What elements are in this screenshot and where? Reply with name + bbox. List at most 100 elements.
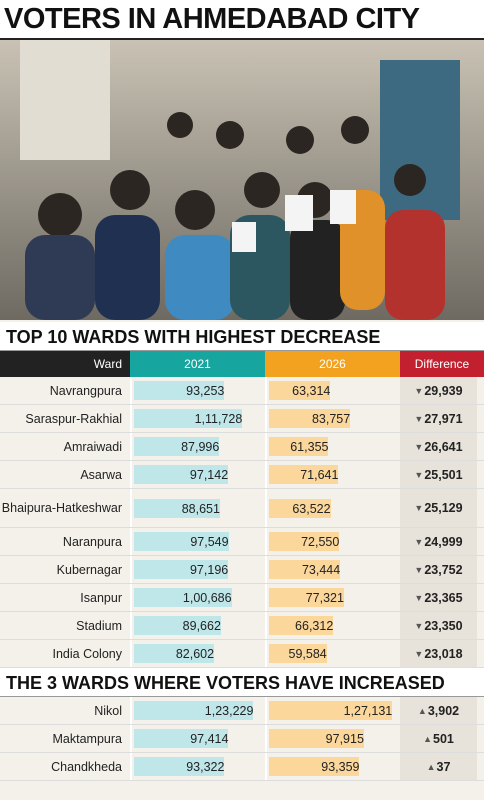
value-bar bbox=[134, 588, 232, 607]
bar-cell: 93,253 bbox=[130, 377, 265, 404]
table-row: Isanpur 1,00,686 77,321 ▼ 23,365 bbox=[0, 584, 484, 612]
ward-name: Nikol bbox=[94, 703, 122, 718]
table: TOP 10 WARDS WITH HIGHEST DECREASE Ward 20… bbox=[0, 322, 484, 781]
difference-label: 25,129 bbox=[424, 501, 463, 515]
value-label: 88,651 bbox=[181, 502, 220, 516]
difference-label: 27,971 bbox=[424, 411, 463, 426]
marker: ▼ bbox=[414, 503, 424, 513]
marker: ▼ bbox=[414, 648, 424, 659]
difference: ▼ 24,999 bbox=[400, 528, 477, 555]
ward-name: Kubernagar bbox=[56, 562, 122, 577]
ward-name: Asarwa bbox=[80, 467, 122, 482]
value-bar bbox=[134, 701, 254, 720]
value-label: 97,142 bbox=[189, 468, 229, 482]
difference-label: 23,365 bbox=[424, 590, 463, 605]
ward-name: Maktampura bbox=[52, 731, 122, 746]
value-label: 82,602 bbox=[175, 647, 215, 661]
difference: ▼ 23,365 bbox=[400, 584, 477, 611]
header-row: Ward 2021 2026 Difference bbox=[0, 351, 484, 377]
value-label: 97,196 bbox=[189, 563, 229, 577]
value-label: 93,359 bbox=[321, 760, 360, 774]
difference-label: 3,902 bbox=[427, 703, 460, 718]
ward-name: Saraspur-Rakhial bbox=[25, 411, 122, 426]
column-header: Difference bbox=[400, 351, 484, 377]
ward-name: India Colony bbox=[52, 646, 123, 661]
marker: ▼ bbox=[414, 592, 424, 603]
bar-cell: 97,549 bbox=[130, 528, 265, 555]
marker: ▼ bbox=[414, 620, 424, 631]
difference-label: 501 bbox=[433, 731, 454, 746]
difference: ▼ 26,641 bbox=[400, 433, 477, 460]
ward-name: Amraiwadi bbox=[63, 439, 122, 454]
difference: ▼ 25,501 bbox=[400, 461, 477, 488]
ward-name: Stadium bbox=[76, 618, 122, 633]
difference: ▼ 23,752 bbox=[400, 556, 477, 583]
bar-cell: 1,23,229 bbox=[130, 697, 265, 724]
ward-name: Chandkheda bbox=[51, 759, 122, 774]
value-bar bbox=[134, 616, 221, 635]
value-bar bbox=[269, 409, 351, 428]
bar-cell: 82,602 bbox=[130, 640, 265, 667]
ward-name: Naranpura bbox=[62, 534, 122, 549]
marker: ▼ bbox=[414, 385, 424, 396]
value-label: 61,355 bbox=[290, 440, 329, 454]
value-bar bbox=[134, 729, 229, 748]
value-bar bbox=[269, 437, 329, 456]
difference: ▲ 3,902 bbox=[400, 697, 477, 724]
value-label: 71,641 bbox=[300, 468, 339, 482]
title-bar: VOTERS IN AHMEDABAD CITY bbox=[0, 0, 484, 40]
bar-cell: 63,522 bbox=[265, 489, 400, 527]
difference-label: 23,350 bbox=[424, 618, 463, 633]
bar-cell: 59,584 bbox=[265, 640, 400, 667]
value-bar bbox=[269, 644, 327, 663]
table-row: Saraspur-Rakhial 1,11,728 83,757 ▼ 27,971 bbox=[0, 405, 484, 433]
table-row: Navrangpura 93,253 63,314 ▼ 29,939 bbox=[0, 377, 484, 405]
value-label: 77,321 bbox=[305, 591, 344, 605]
section-heading: TOP 10 WARDS WITH HIGHEST DECREASE bbox=[0, 322, 484, 351]
difference: ▼ 23,018 bbox=[400, 640, 477, 667]
value-bar bbox=[269, 465, 339, 484]
table-row: Kubernagar 97,196 73,444 ▼ 23,752 bbox=[0, 556, 484, 584]
difference-label: 26,641 bbox=[424, 439, 463, 454]
marker: ▼ bbox=[414, 441, 424, 452]
bar-cell: 88,651 bbox=[130, 489, 265, 527]
value-label: 1,23,229 bbox=[204, 704, 254, 718]
bar-cell: 97,196 bbox=[130, 556, 265, 583]
bar-cell: 73,444 bbox=[265, 556, 400, 583]
bar-cell: 1,27,131 bbox=[265, 697, 400, 724]
value-bar bbox=[134, 381, 225, 400]
value-bar bbox=[134, 465, 229, 484]
bar-cell: 72,550 bbox=[265, 528, 400, 555]
section-heading: THE 3 WARDS WHERE VOTERS HAVE INCREASED bbox=[0, 668, 484, 697]
value-bar bbox=[134, 437, 220, 456]
difference: ▲ 501 bbox=[400, 725, 477, 752]
value-bar bbox=[269, 729, 364, 748]
table-row: Maktampura 97,414 97,915 ▲ 501 bbox=[0, 725, 484, 753]
value-label: 97,414 bbox=[190, 732, 229, 746]
table-row: Naranpura 97,549 72,550 ▼ 24,999 bbox=[0, 528, 484, 556]
bar-cell: 93,322 bbox=[130, 753, 265, 780]
marker: ▼ bbox=[414, 536, 424, 547]
value-bar bbox=[269, 532, 340, 551]
marker: ▲ bbox=[423, 733, 433, 744]
title: VOTERS IN AHMEDABAD CITY bbox=[4, 3, 420, 35]
value-bar bbox=[134, 757, 225, 776]
difference: ▼ 29,939 bbox=[400, 377, 477, 404]
bar-cell: 93,359 bbox=[265, 753, 400, 780]
value-label: 59,584 bbox=[288, 647, 327, 661]
difference-label: 37 bbox=[436, 759, 451, 774]
difference-label: 24,999 bbox=[424, 534, 463, 549]
value-label: 83,757 bbox=[311, 412, 351, 426]
bar-cell: 77,321 bbox=[265, 584, 400, 611]
difference-label: 25,501 bbox=[424, 467, 463, 482]
bar-cell: 89,662 bbox=[130, 612, 265, 639]
bar-cell: 97,142 bbox=[130, 461, 265, 488]
table-row: Nikol 1,23,229 1,27,131 ▲ 3,902 bbox=[0, 697, 484, 725]
bar-cell: 1,00,686 bbox=[130, 584, 265, 611]
column-header: Ward bbox=[0, 351, 130, 377]
value-label: 89,662 bbox=[182, 619, 221, 633]
value-label: 66,312 bbox=[295, 619, 334, 633]
value-bar bbox=[269, 616, 334, 635]
value-label: 63,314 bbox=[292, 384, 331, 398]
